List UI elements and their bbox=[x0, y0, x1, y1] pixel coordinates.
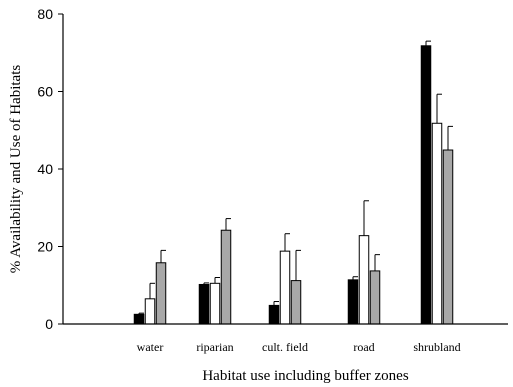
y-axis-title: % Availability and Use of Habitats bbox=[8, 65, 24, 274]
bar-road-s1 bbox=[347, 279, 359, 325]
bar-road-s2 bbox=[358, 235, 370, 325]
bar-shrubland-s3 bbox=[442, 149, 454, 325]
x-category-label: water bbox=[137, 340, 164, 354]
y-tick-label: 20 bbox=[37, 239, 53, 255]
bar-cultfield-s1 bbox=[268, 304, 280, 325]
y-tick-label: 80 bbox=[37, 6, 53, 22]
y-tick-label: 40 bbox=[37, 161, 53, 177]
bar-shrubland-s1 bbox=[420, 45, 432, 325]
bar-riparian-s3 bbox=[220, 229, 232, 325]
bar-water-s2 bbox=[144, 298, 156, 325]
bar-water-s1 bbox=[133, 313, 145, 325]
bar-cultfield-s2 bbox=[279, 250, 291, 325]
bar-road-s3 bbox=[369, 270, 381, 325]
bars-layer bbox=[133, 45, 454, 325]
x-category-label: road bbox=[353, 340, 374, 354]
y-ticks-layer: 0 20 40 60 80 bbox=[37, 6, 63, 332]
bar-riparian-s2 bbox=[209, 282, 221, 325]
x-category-label: shrubland bbox=[413, 340, 460, 354]
x-category-label: cult. field bbox=[262, 340, 308, 354]
y-tick-label: 0 bbox=[45, 316, 53, 332]
y-tick-label: 60 bbox=[37, 84, 53, 100]
x-category-label: riparian bbox=[196, 340, 233, 354]
x-category-labels: water riparian cult. field road shrubland bbox=[137, 340, 461, 354]
x-axis-title: Habitat use including buffer zones bbox=[202, 368, 408, 384]
bar-water-s3 bbox=[155, 262, 167, 325]
bar-cultfield-s3 bbox=[290, 280, 302, 325]
bar-shrubland-s2 bbox=[431, 122, 443, 325]
bar-riparian-s1 bbox=[198, 283, 210, 325]
error-bars-layer bbox=[138, 40, 453, 315]
